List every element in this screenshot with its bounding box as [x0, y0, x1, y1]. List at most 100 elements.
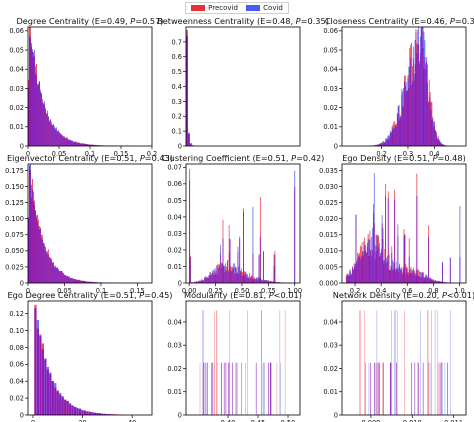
bar-overlap	[435, 281, 437, 283]
bar-overlap	[270, 281, 271, 283]
bar-overlap	[366, 246, 368, 283]
x-tick-label: 0.2	[350, 287, 361, 295]
bar-precovid	[382, 362, 383, 415]
panel-8: Modularity (E=0.81, P<0.01) 0 0.01 0.02 0.03…	[167, 290, 302, 422]
y-tick-label: 0.03	[167, 230, 182, 238]
y-tick-label: 0.02	[9, 395, 24, 403]
bar-overlap	[200, 280, 202, 283]
bar-overlap	[400, 270, 401, 283]
y-tick-label: 0.03	[323, 85, 338, 93]
bar-overlap	[56, 268, 58, 283]
bar-overlap	[96, 145, 98, 146]
bar-overlap	[345, 276, 347, 283]
bar-precovid	[388, 253, 390, 283]
bar-overlap	[90, 282, 92, 283]
bar-overlap	[406, 90, 408, 146]
x-tick-label: 0.4	[429, 150, 440, 158]
bar-overlap	[208, 275, 210, 283]
legend-label-covid: Covid	[263, 4, 283, 12]
bar-overlap	[203, 280, 205, 283]
bar-precovid	[271, 362, 272, 415]
bar-overlap	[79, 143, 81, 146]
bar-overlap	[423, 68, 425, 146]
bar-overlap	[34, 211, 36, 283]
bar-overlap	[429, 100, 431, 146]
plot-frame	[341, 300, 467, 416]
bar-precovid	[214, 310, 215, 415]
bar-overlap	[227, 272, 229, 283]
bar-overlap	[29, 169, 31, 283]
bar-overlap	[349, 271, 351, 283]
legend: Precovid Covid	[0, 2, 474, 14]
bar-covid	[396, 310, 398, 415]
bar-overlap	[29, 37, 31, 146]
x-tick-label: 0.2	[147, 150, 158, 158]
bar-overlap	[235, 268, 237, 283]
bar-overlap	[383, 362, 384, 415]
y-tick-label: 0.02	[167, 365, 182, 373]
bar-overlap	[51, 262, 53, 283]
bar-overlap	[30, 46, 32, 146]
bar-overlap	[28, 35, 30, 147]
bar-overlap	[387, 139, 389, 146]
bar-overlap	[231, 271, 233, 283]
y-tick-label: 0	[20, 142, 24, 150]
bar-overlap	[72, 142, 74, 146]
bar-overlap	[380, 252, 382, 283]
bar-overlap	[222, 238, 224, 283]
bar-overlap	[268, 281, 270, 283]
y-tick-label: 0.05	[9, 46, 24, 54]
bar-overlap	[63, 274, 65, 283]
bar-overlap	[85, 281, 87, 283]
bar-overlap	[101, 413, 104, 415]
bar-precovid	[436, 310, 438, 415]
bar-overlap	[408, 88, 410, 146]
bar-overlap	[94, 144, 96, 146]
panel-6: Ego Density (E=0.51, P=0.48) 0.000 0.005 0.…	[319, 153, 467, 295]
bar-overlap	[426, 278, 428, 283]
bar-overlap	[64, 399, 67, 415]
x-tick-label: 0	[26, 287, 30, 295]
y-tick-label: 0.06	[323, 27, 338, 35]
bar-overlap	[246, 278, 248, 283]
bar-covid	[450, 310, 451, 415]
bar-overlap	[428, 279, 430, 283]
bar-overlap	[92, 144, 94, 146]
bar-overlap	[433, 127, 435, 146]
bar-overlap	[416, 53, 418, 146]
bar-overlap	[435, 133, 437, 146]
bar-overlap	[72, 278, 74, 283]
bar-overlap	[401, 274, 403, 283]
bar-covid	[394, 310, 395, 415]
bar-overlap	[347, 274, 349, 283]
bar-overlap	[78, 142, 80, 146]
bar-overlap	[361, 256, 363, 283]
panel-title: Clustering Coefficient (E=0.51, P=0.42)	[162, 153, 325, 163]
y-tick-label: 0.025	[319, 199, 338, 207]
bar-overlap	[406, 268, 408, 283]
panel-2: Betweenness Centrality (E=0.48, P=0.35) 0…	[157, 16, 329, 150]
bar-overlap	[86, 281, 88, 283]
y-tick-label: 0.02	[167, 246, 182, 254]
bar-overlap	[50, 124, 52, 146]
bar-overlap	[400, 117, 402, 146]
bar-overlap	[59, 271, 61, 283]
bar-overlap	[410, 57, 412, 147]
bar-overlap	[435, 280, 436, 283]
bar-overlap	[68, 276, 70, 283]
bar-overlap	[350, 273, 352, 283]
bar-overlap	[405, 90, 407, 146]
bar-overlap	[396, 269, 398, 283]
bar-overlap	[381, 143, 383, 146]
y-tick-label: 0.050	[5, 247, 24, 255]
histogram-bars	[355, 27, 456, 147]
bar-overlap	[223, 362, 225, 415]
bar-overlap	[229, 239, 231, 283]
bar-overlap	[30, 197, 32, 283]
bar-overlap	[418, 44, 420, 146]
bar-overlap	[37, 226, 39, 283]
bar-overlap	[379, 143, 381, 146]
bar-overlap	[374, 259, 376, 283]
bar-overlap	[427, 103, 429, 146]
bar-overlap	[414, 275, 416, 283]
